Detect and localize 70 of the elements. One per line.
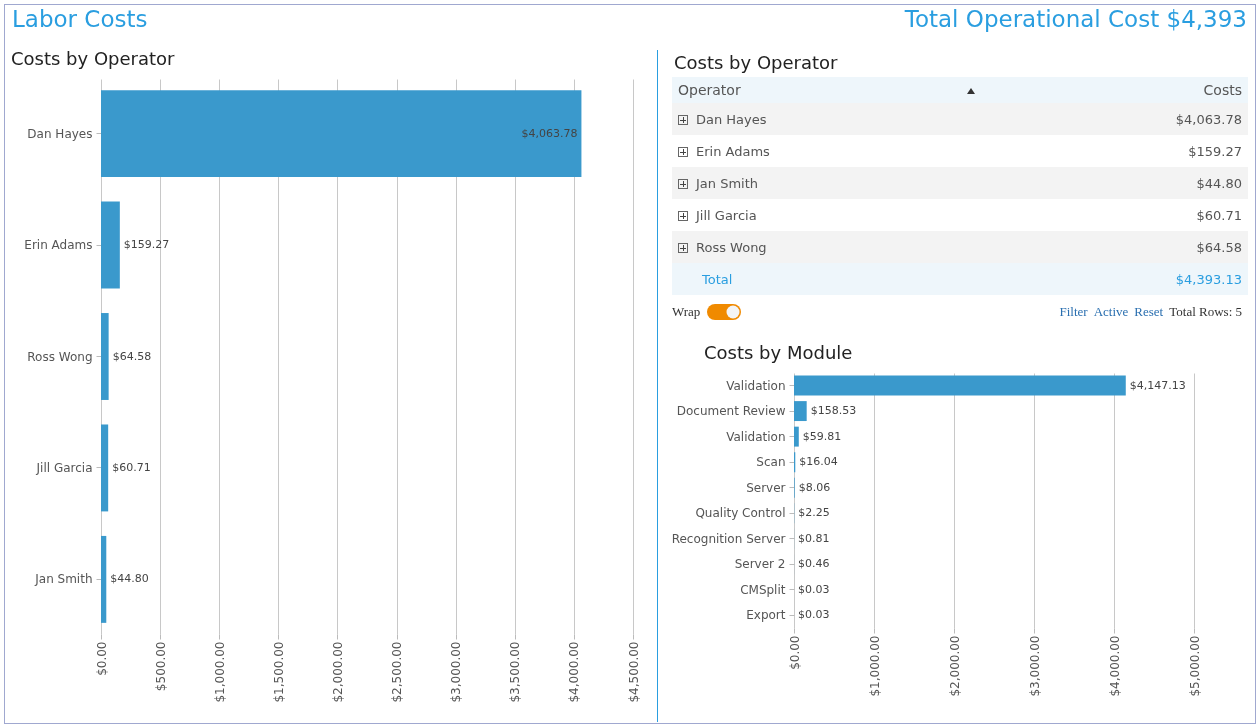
data-label: $2.25	[798, 506, 830, 520]
y-tick-label: Dan Hayes	[27, 126, 93, 141]
y-tick-label: Validation	[726, 378, 786, 393]
x-tick-label: $4,000.00	[1107, 635, 1122, 697]
y-tick-label: Jan Smith	[34, 572, 93, 587]
bar	[794, 426, 799, 447]
data-label: $0.46	[798, 557, 830, 571]
data-label: $64.58	[112, 349, 152, 363]
bar	[101, 313, 109, 400]
data-label: $44.80	[110, 572, 149, 586]
text: Total Operational Cost $4,393	[904, 6, 1247, 32]
x-tick-label: $0.00	[787, 635, 802, 670]
data-label: $4,147.13	[1129, 378, 1186, 392]
table-row: Erin Adams $159.27	[672, 135, 1248, 167]
y-tick-label: Erin Adams	[24, 238, 93, 253]
category-label: Total	[701, 270, 734, 289]
bar	[794, 401, 807, 422]
table-row: Total $4,393.13	[672, 263, 1248, 295]
chart-subtitle: Costs by Operator	[11, 48, 176, 69]
x-tick-label: $1,000.00	[212, 641, 227, 703]
y-tick-label: Recognition Server	[671, 531, 786, 546]
text: Active	[1093, 304, 1129, 320]
data-label: $16.04	[799, 455, 838, 469]
x-tick-label: $4,000.00	[567, 641, 582, 703]
x-tick-label: $0.00	[94, 641, 109, 676]
x-tick-label: $3,500.00	[508, 641, 523, 703]
chart-title: Costs by Module	[704, 342, 853, 363]
y-tick-label: Jill Garcia	[35, 460, 93, 475]
data-label: $158.53	[810, 404, 857, 418]
data-label: $159.27	[123, 238, 170, 252]
text: Filter	[1059, 304, 1088, 320]
data-label: $60.71	[112, 460, 151, 474]
bar	[101, 535, 107, 623]
x-tick-label: $3,000.00	[1027, 635, 1042, 697]
x-tick-label: $3,000.00	[449, 641, 464, 703]
text: Wrap	[672, 304, 701, 320]
bar	[101, 90, 582, 178]
y-tick-label: Ross Wong	[27, 349, 93, 364]
x-tick-label: $500.00	[153, 641, 168, 692]
x-tick-label: $1,000.00	[867, 635, 882, 697]
y-tick-label: CMSplit	[740, 582, 786, 597]
y-tick-label: Server 2	[734, 557, 786, 572]
x-tick-label: $2,000.00	[947, 635, 962, 697]
text: Total Rows: 5	[1169, 304, 1242, 320]
data-label: $4,063.78	[521, 126, 578, 140]
y-tick-label: Server	[746, 480, 786, 495]
x-tick-label: $5,000.00	[1187, 635, 1202, 697]
data-label: $59.81	[802, 429, 842, 443]
data-label: $0.81	[798, 531, 830, 545]
data-label: $0.03	[798, 582, 830, 596]
y-tick-label: Scan	[756, 455, 786, 470]
x-tick-label: $2,500.00	[390, 641, 405, 703]
x-tick-label: $2,000.00	[330, 641, 345, 703]
data-label: $0.03	[798, 608, 830, 622]
y-tick-label: Validation	[726, 429, 786, 444]
bar	[101, 424, 109, 512]
text: Reset	[1134, 304, 1164, 320]
table-row: Ross Wong $64.58	[672, 231, 1248, 263]
y-tick-label: Document Review	[676, 404, 786, 419]
bar	[101, 201, 120, 289]
y-tick-label: Quality Control	[695, 506, 786, 521]
table-row: Jill Garcia $60.71	[672, 199, 1248, 231]
bar	[794, 375, 1126, 396]
chart-title: Labor Costs	[12, 6, 148, 32]
x-tick-label: $1,500.00	[271, 641, 286, 703]
data-label: $8.06	[798, 480, 831, 494]
table-header: Operator Costs	[672, 77, 1248, 103]
text: Costs by Operator	[674, 52, 839, 73]
x-tick-label: $4,500.00	[626, 641, 641, 703]
y-tick-label: Export	[746, 608, 786, 623]
